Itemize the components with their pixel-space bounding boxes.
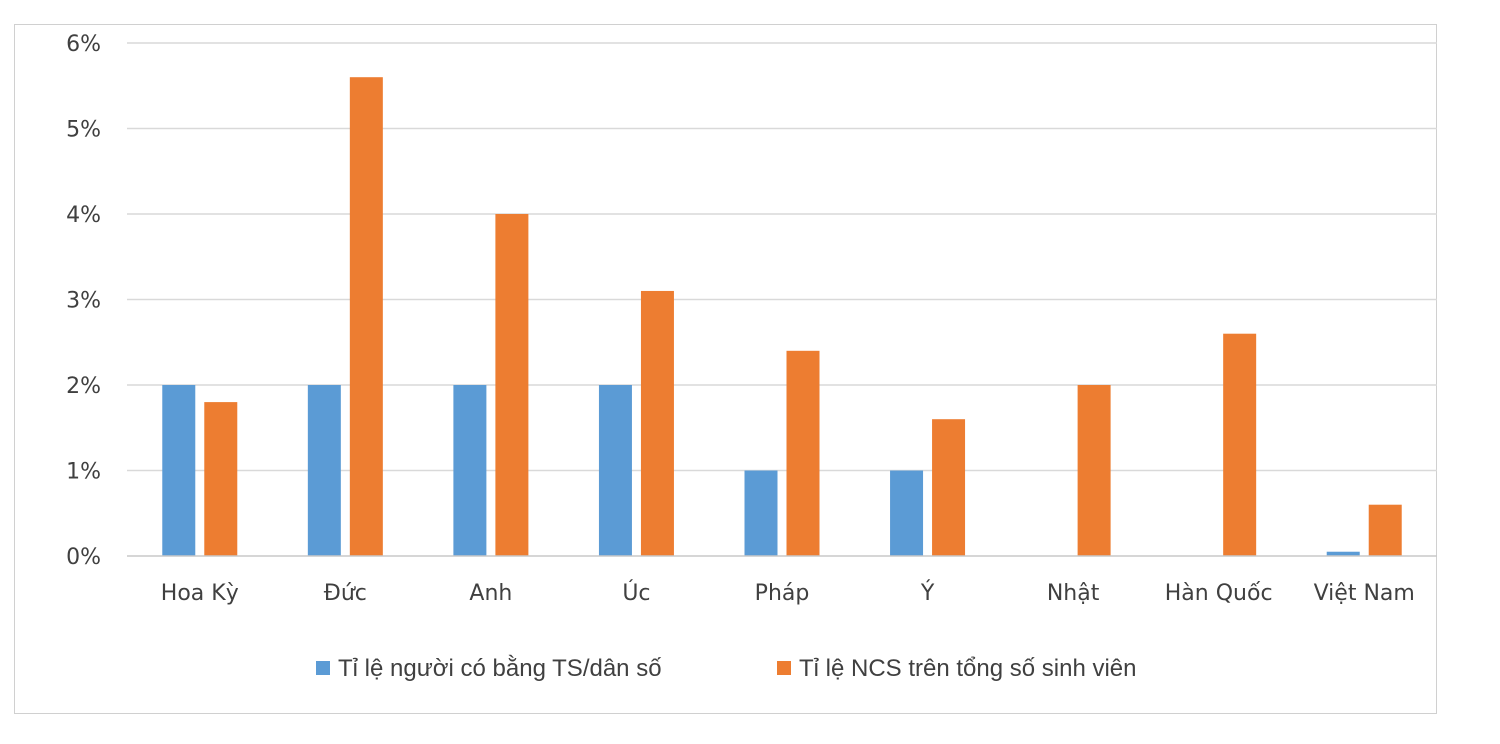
y-tick-label: 1% — [66, 460, 101, 485]
bar-phd-students — [349, 77, 383, 556]
x-category-label: Ý — [920, 580, 935, 606]
bar-phd-students — [1223, 333, 1257, 556]
gridlines — [127, 42, 1437, 472]
y-axis-ticks: 0% 1% 2% 3% 4% 5% 6% — [66, 32, 101, 570]
bar-phd-students — [786, 350, 820, 556]
y-tick-label: 0% — [66, 545, 101, 570]
bar-phd-population — [453, 385, 487, 556]
bar-phd-population — [1326, 551, 1360, 556]
bar-phd-students — [932, 419, 966, 556]
bar-phd-population — [890, 470, 924, 556]
y-tick-label: 2% — [66, 374, 101, 399]
x-category-label: Nhật — [1047, 581, 1100, 606]
chart-frame — [14, 24, 1437, 714]
y-tick-label: 4% — [66, 203, 101, 228]
x-category-label: Anh — [469, 581, 512, 606]
legend-swatch — [777, 661, 791, 675]
y-tick-label: 6% — [66, 32, 101, 57]
x-category-label: Úc — [622, 580, 650, 606]
bar-phd-population — [598, 385, 632, 556]
bar-phd-students — [204, 402, 238, 556]
bars — [162, 77, 1402, 556]
legend-label: Tỉ lệ NCS trên tổng số sinh viên — [799, 655, 1137, 682]
x-axis: Hoa Kỳ Đức Anh Úc Pháp Ý Nhật Hàn Quốc Việt Nam — [127, 555, 1437, 606]
y-tick-label: 3% — [66, 289, 101, 314]
x-category-label: Hàn Quốc — [1165, 581, 1273, 606]
x-category-label: Hoa Kỳ — [161, 581, 239, 606]
x-category-label: Việt Nam — [1314, 581, 1415, 606]
bar-phd-population — [307, 385, 341, 556]
x-category-label: Đức — [324, 581, 367, 606]
x-category-label: Pháp — [755, 581, 810, 606]
y-tick-label: 5% — [66, 118, 101, 143]
bar-phd-students — [495, 214, 529, 556]
bar-phd-population — [744, 470, 778, 556]
bar-phd-students — [640, 290, 674, 556]
bar-phd-population — [162, 385, 196, 556]
bar-phd-students — [1368, 504, 1402, 556]
bar-phd-students — [1077, 385, 1111, 556]
legend: Tỉ lệ người có bằng TS/dân số Tỉ lệ NCS t… — [316, 655, 1137, 682]
legend-swatch — [316, 661, 330, 675]
legend-label: Tỉ lệ người có bằng TS/dân số — [338, 655, 662, 682]
